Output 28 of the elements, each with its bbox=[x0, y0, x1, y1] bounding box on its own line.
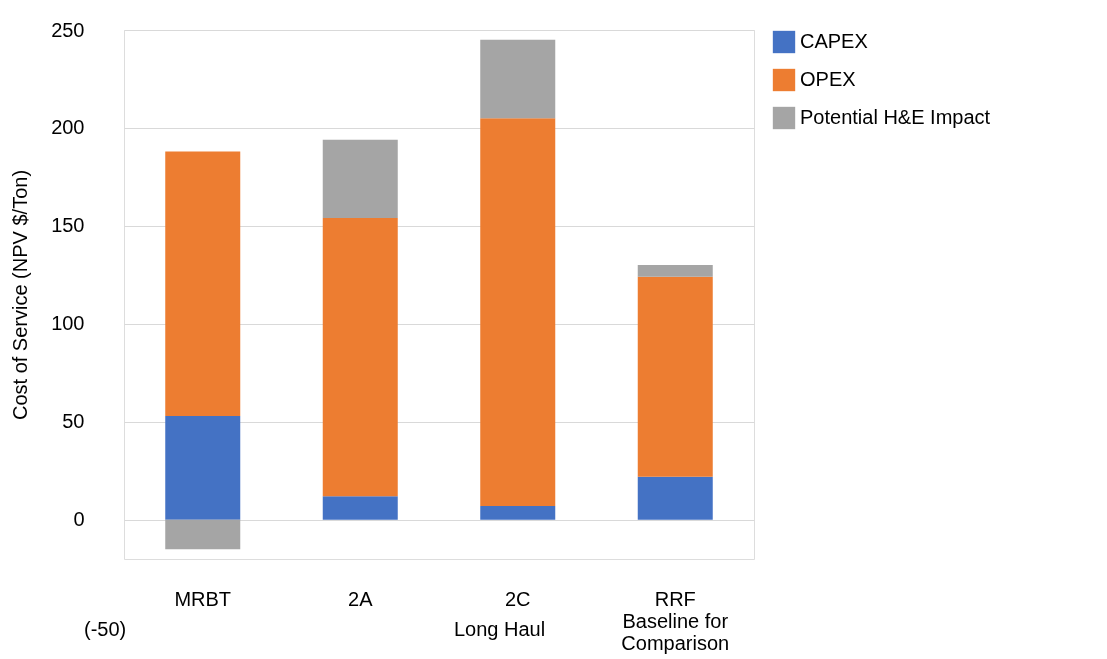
bar bbox=[322, 496, 398, 520]
bar bbox=[637, 476, 713, 520]
bar bbox=[480, 118, 556, 507]
y-tick-label: 250 bbox=[51, 18, 85, 41]
bar bbox=[165, 415, 241, 520]
legend-label: CAPEX bbox=[800, 30, 868, 52]
bar bbox=[165, 151, 241, 416]
y-tick-label: 100 bbox=[51, 312, 85, 335]
x-tick-label: RRF Baseline for Comparison bbox=[621, 587, 730, 654]
bar bbox=[637, 276, 713, 477]
bar bbox=[480, 39, 556, 119]
y-tick-label: 50 bbox=[62, 410, 85, 433]
bar bbox=[322, 139, 398, 219]
bar bbox=[637, 265, 713, 277]
x-tick-label: 2C bbox=[504, 587, 531, 610]
y-tick-label: 0 bbox=[73, 508, 85, 531]
bar bbox=[480, 506, 556, 520]
x-tick-label: MRBT bbox=[174, 587, 232, 610]
y-axis-title: Cost of Service (NPV $/Ton) bbox=[9, 169, 32, 421]
x-tick-label: 2A bbox=[348, 587, 374, 610]
legend-label: Potential H&E Impact bbox=[800, 106, 991, 128]
text: Long Haul bbox=[454, 618, 546, 640]
legend-label: OPEX bbox=[800, 68, 856, 90]
y-tick-label: 200 bbox=[51, 116, 85, 139]
y-tick-label: 150 bbox=[51, 214, 85, 237]
bar bbox=[165, 519, 241, 550]
bar bbox=[322, 218, 398, 497]
text: (-50) bbox=[84, 618, 127, 640]
